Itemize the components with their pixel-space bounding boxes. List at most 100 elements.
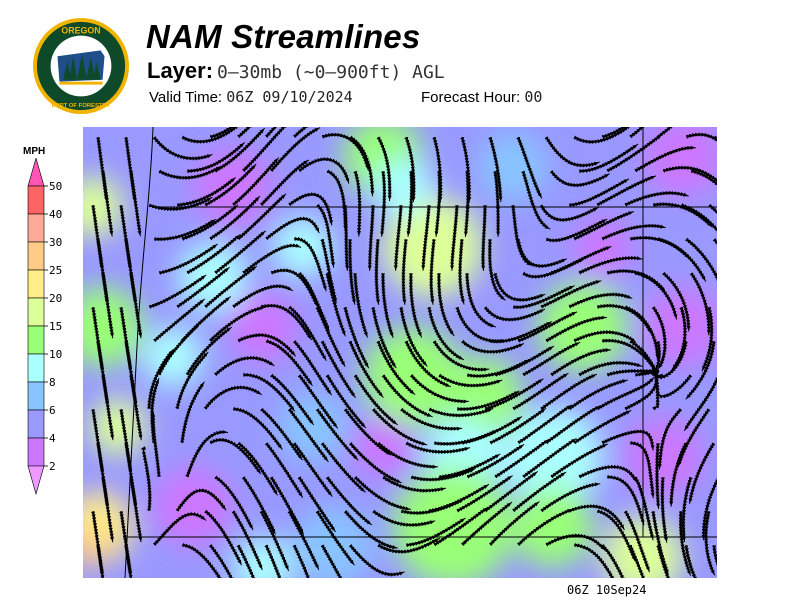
legend-band-b4_2 — [27, 437, 45, 467]
streamline — [488, 136, 503, 202]
streamline — [377, 441, 438, 469]
streamline — [596, 175, 657, 207]
streamline — [180, 381, 205, 444]
streamline — [292, 544, 319, 578]
legend-tick-label: 6 — [49, 404, 56, 417]
legend-band-b20_15 — [27, 297, 45, 327]
legend-tick-label: 10 — [49, 348, 62, 361]
streamline — [320, 544, 354, 578]
streamline — [367, 204, 375, 271]
streamline — [685, 132, 717, 164]
streamline — [101, 476, 114, 543]
streamline — [654, 369, 693, 399]
wind-speed-legend: 50 40 30 25 20 15 10 8 6 4 2 — [27, 158, 62, 496]
streamline — [657, 408, 683, 470]
forecast-hour-label: Forecast Hour: — [421, 89, 521, 106]
legend-tick-label: 20 — [49, 292, 62, 305]
wind-speed-area — [178, 242, 248, 312]
legend-tick-label: 30 — [49, 236, 62, 249]
streamline — [540, 482, 601, 513]
wind-speed-area — [143, 327, 203, 387]
streamline — [688, 442, 716, 504]
streamline — [175, 351, 209, 410]
streamline — [124, 544, 137, 578]
streamline — [348, 544, 405, 577]
streamline — [101, 170, 114, 237]
wind-speed-area — [513, 487, 593, 567]
streamline — [428, 407, 494, 418]
streamline — [701, 476, 717, 541]
streamline — [634, 145, 696, 173]
streamline — [624, 190, 689, 207]
page-title: NAM Streamlines — [146, 18, 421, 55]
legend-arrow-below — [27, 465, 45, 496]
streamline — [684, 544, 713, 578]
streamline — [685, 237, 717, 292]
oregon-department-of-forestry-logo: OREGON DEPT OF FORESTRY — [32, 17, 130, 115]
streamline — [400, 407, 463, 431]
legend-band-b8_6 — [27, 381, 45, 411]
streamline — [540, 373, 598, 411]
streamline — [401, 238, 408, 305]
legend-band-b15_10 — [27, 325, 45, 355]
streamline — [264, 544, 290, 578]
forecast-hour-value: 00 — [524, 88, 543, 106]
streamline — [343, 204, 350, 271]
streamline — [101, 272, 114, 339]
streamline-map — [83, 127, 717, 578]
layer-info: Layer: 0–30mb (~0–900ft) AGL — [147, 58, 445, 84]
streamline — [545, 315, 607, 343]
streamline — [601, 127, 654, 139]
streamline — [550, 443, 609, 479]
streamline — [380, 170, 387, 237]
streamline — [677, 408, 711, 468]
streamline — [208, 544, 243, 578]
streamline — [629, 127, 672, 139]
streamline — [657, 127, 704, 139]
layer-value: 0–30mb (~0–900ft) AGL — [217, 62, 445, 83]
legend-band-b30_25 — [27, 241, 45, 271]
streamline — [568, 292, 633, 309]
streamline — [152, 511, 207, 546]
wind-speed-area — [538, 282, 628, 372]
valid-time: Valid Time: 06Z 09/10/2024 — [149, 88, 353, 106]
legend-tick-label: 4 — [49, 432, 56, 445]
streamline — [293, 127, 353, 139]
valid-time-label: Valid Time: — [149, 89, 223, 106]
streamline — [209, 306, 266, 343]
legend-unit: MPH — [23, 146, 46, 157]
streamline — [214, 355, 275, 377]
legend-tick-label: 2 — [49, 460, 56, 473]
legend-band-b10_8 — [27, 353, 45, 383]
streamline — [129, 272, 143, 339]
streamline — [347, 239, 356, 305]
streamline — [450, 204, 459, 271]
streamline — [493, 170, 501, 237]
streamline — [140, 446, 152, 512]
legend-band-b40_30 — [27, 213, 45, 243]
streamline — [521, 170, 551, 230]
streamline — [662, 271, 691, 332]
streamline — [434, 170, 442, 237]
streamline — [463, 170, 471, 237]
forecast-hour: Forecast Hour: 00 — [421, 88, 542, 106]
streamline — [654, 442, 661, 509]
streamline — [573, 409, 632, 445]
streamline — [633, 476, 654, 541]
streamline — [349, 135, 375, 197]
streamline — [374, 238, 381, 305]
legend-arrow-above — [27, 158, 45, 187]
wind-speed-area — [373, 157, 433, 217]
streamline — [421, 204, 431, 271]
wind-speed-area — [278, 392, 348, 462]
streamline — [185, 429, 229, 478]
legend-tick-label: 15 — [49, 320, 62, 333]
streamline — [600, 544, 634, 578]
streamline — [129, 476, 143, 543]
streamline — [429, 238, 436, 305]
streamline — [96, 544, 109, 578]
streamline — [628, 544, 656, 578]
streamline — [656, 544, 682, 578]
streamline — [242, 243, 302, 275]
streamline — [404, 136, 416, 203]
